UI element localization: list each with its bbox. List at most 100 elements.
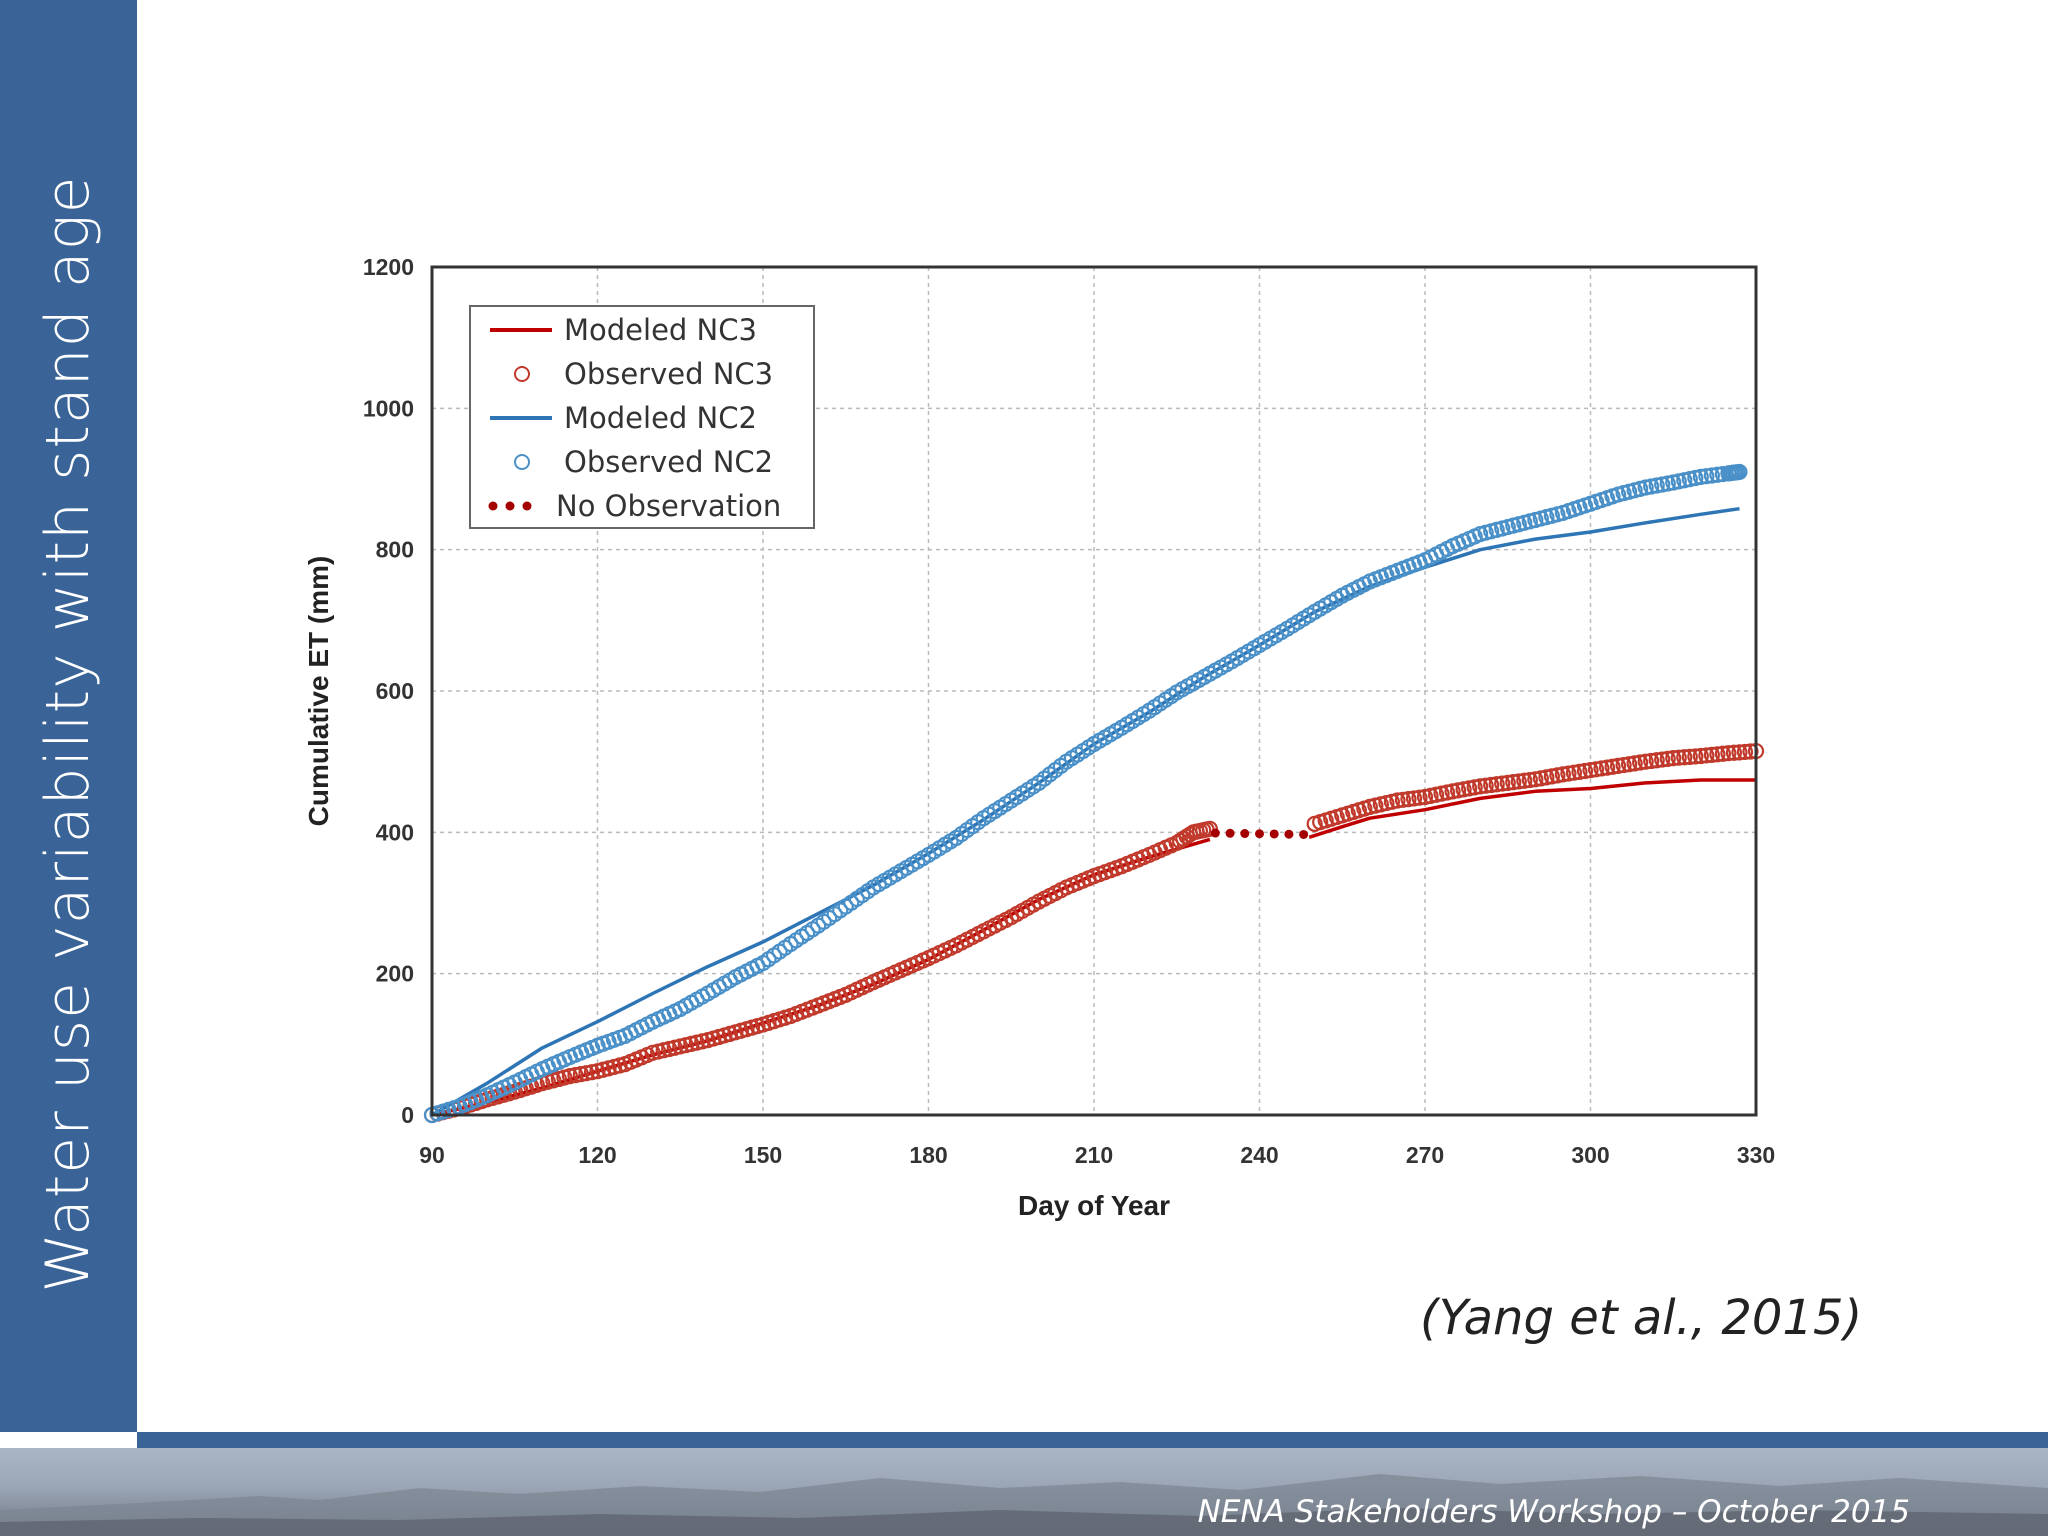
observed-nc3-point <box>1444 783 1461 800</box>
observed-nc3-point <box>1648 752 1665 769</box>
observed-nc3-point <box>1554 766 1572 783</box>
x-tick-label: 180 <box>909 1142 947 1168</box>
slide-title: Water use variability with stand age <box>33 175 103 1293</box>
observed-nc3-point <box>1532 770 1549 787</box>
observed-nc3-point <box>1665 750 1682 767</box>
observed-nc3-point <box>1571 763 1588 780</box>
observed-nc3-point <box>1521 771 1538 789</box>
y-tick-label: 600 <box>376 678 414 704</box>
y-tick-label: 200 <box>376 961 414 987</box>
legend-swatch-dot <box>505 501 515 511</box>
observed-nc3-point <box>1389 792 1406 809</box>
x-tick-label: 120 <box>578 1142 616 1168</box>
observed-nc3-point <box>1527 771 1544 788</box>
legend-swatch-marker <box>514 454 530 470</box>
observed-nc3-point <box>1582 762 1599 779</box>
no-observation-series <box>1210 828 1309 839</box>
observed-nc3-point <box>1466 779 1483 796</box>
no-observation-dot <box>1299 829 1309 839</box>
x-tick-label: 240 <box>1240 1142 1278 1168</box>
plot-frame <box>430 265 1758 1117</box>
observed-nc3-point <box>1400 791 1417 808</box>
observed-nc3-point <box>1472 778 1489 795</box>
observed-nc3-point <box>1510 773 1527 790</box>
legend: Modeled NC3 Observed NC3 Modeled NC2 Observ… <box>469 305 815 529</box>
y-tick-labels: 0 200 400 600 800 1000 1200 <box>363 254 414 1128</box>
observed-nc3-point <box>1643 752 1660 770</box>
x-tick-label: 150 <box>744 1142 782 1168</box>
observed-nc3-point <box>1626 755 1643 772</box>
observed-nc3-point <box>1494 775 1511 792</box>
observed-nc3-point <box>1720 745 1737 762</box>
observed-nc3-point <box>572 1066 590 1083</box>
legend-label: Modeled NC2 <box>564 401 757 435</box>
title-sidebar: Water use variability with stand age <box>0 0 137 1432</box>
y-tick-label: 1200 <box>363 254 414 280</box>
observed-nc2-point <box>1637 479 1654 496</box>
observed-nc3-point <box>1549 767 1566 784</box>
legend-swatch-marker <box>514 366 530 382</box>
observed-nc3-point <box>1676 749 1693 766</box>
observed-nc2-point <box>1648 477 1665 494</box>
observed-nc3-point <box>1411 789 1428 806</box>
legend-label: Observed NC3 <box>564 357 773 391</box>
footer-text: NENA Stakeholders Workshop – October 201… <box>1197 1494 1910 1530</box>
observed-nc3-point <box>1637 753 1654 770</box>
x-tick-label: 90 <box>419 1142 445 1168</box>
observed-nc3-point <box>1394 791 1412 808</box>
observed-nc3-point <box>1692 747 1709 765</box>
no-observation-dot <box>1269 829 1279 839</box>
observed-nc3-point <box>1516 772 1533 789</box>
observed-nc3-point <box>1687 748 1704 765</box>
observed-nc3-point <box>1681 748 1698 765</box>
observed-nc3-point <box>1565 764 1583 781</box>
x-tick-label: 210 <box>1075 1142 1113 1168</box>
observed-nc3-point <box>1449 782 1467 799</box>
cumulative-et-chart: 90 120 150 180 210 240 270 300 330 0 200 400 600 800… <box>303 254 1775 1221</box>
y-axis-label: Cumulative ET (mm) <box>303 556 334 827</box>
observed-nc3-point <box>1615 756 1632 774</box>
observed-nc3-point <box>583 1064 601 1081</box>
observed-nc3-point <box>1709 746 1726 763</box>
observed-nc3-point <box>1587 761 1605 778</box>
observed-nc3-point <box>1725 744 1743 761</box>
observed-nc3-point <box>1670 749 1687 766</box>
series-layer <box>423 463 1765 1124</box>
observed-nc3-point <box>1405 790 1423 807</box>
observed-nc3-point <box>1698 747 1715 764</box>
observed-nc3-point <box>1609 757 1627 775</box>
x-tick-label: 270 <box>1406 1142 1444 1168</box>
legend-label: Observed NC2 <box>564 445 773 479</box>
modeled-nc3-line <box>1308 778 1756 839</box>
observed-nc3-point <box>1604 758 1621 775</box>
observed-nc2-point <box>1731 463 1748 481</box>
observed-nc2-point <box>1643 478 1660 495</box>
grid <box>432 267 1756 1115</box>
observed-nc3-point <box>1499 774 1516 791</box>
observed-nc3-point <box>1477 777 1494 794</box>
modeled-nc3-series <box>1308 778 1756 839</box>
observed-nc3-point <box>567 1067 584 1084</box>
observed-nc3-point <box>1543 768 1560 785</box>
observed-nc3-point <box>1714 745 1732 762</box>
observed-nc3-point <box>1488 776 1505 793</box>
observed-nc2-series <box>423 463 1748 1124</box>
observed-nc3-point <box>1654 751 1671 768</box>
observed-nc3-point <box>1455 781 1472 798</box>
x-tick-labels: 90 120 150 180 210 240 270 300 330 <box>419 1142 1775 1168</box>
observed-nc3-point <box>1461 780 1478 797</box>
legend-swatch-dot <box>488 501 498 511</box>
observed-nc3-point <box>1659 750 1676 767</box>
no-observation-dot <box>1255 829 1264 839</box>
observed-nc3-point <box>1598 759 1616 776</box>
no-observation-dot <box>1225 828 1235 838</box>
x-tick-label: 330 <box>1737 1142 1775 1168</box>
y-tick-label: 0 <box>401 1102 414 1128</box>
no-observation-dot <box>1240 829 1250 839</box>
x-axis-label: Day of Year <box>1018 1190 1170 1221</box>
observed-nc3-point <box>1483 776 1500 794</box>
observed-nc3-point <box>1736 743 1754 761</box>
landscape-banner: NENA Stakeholders Workshop – October 201… <box>0 1448 2048 1536</box>
observed-nc3-point <box>578 1065 595 1082</box>
observed-nc2-point <box>1698 468 1715 485</box>
